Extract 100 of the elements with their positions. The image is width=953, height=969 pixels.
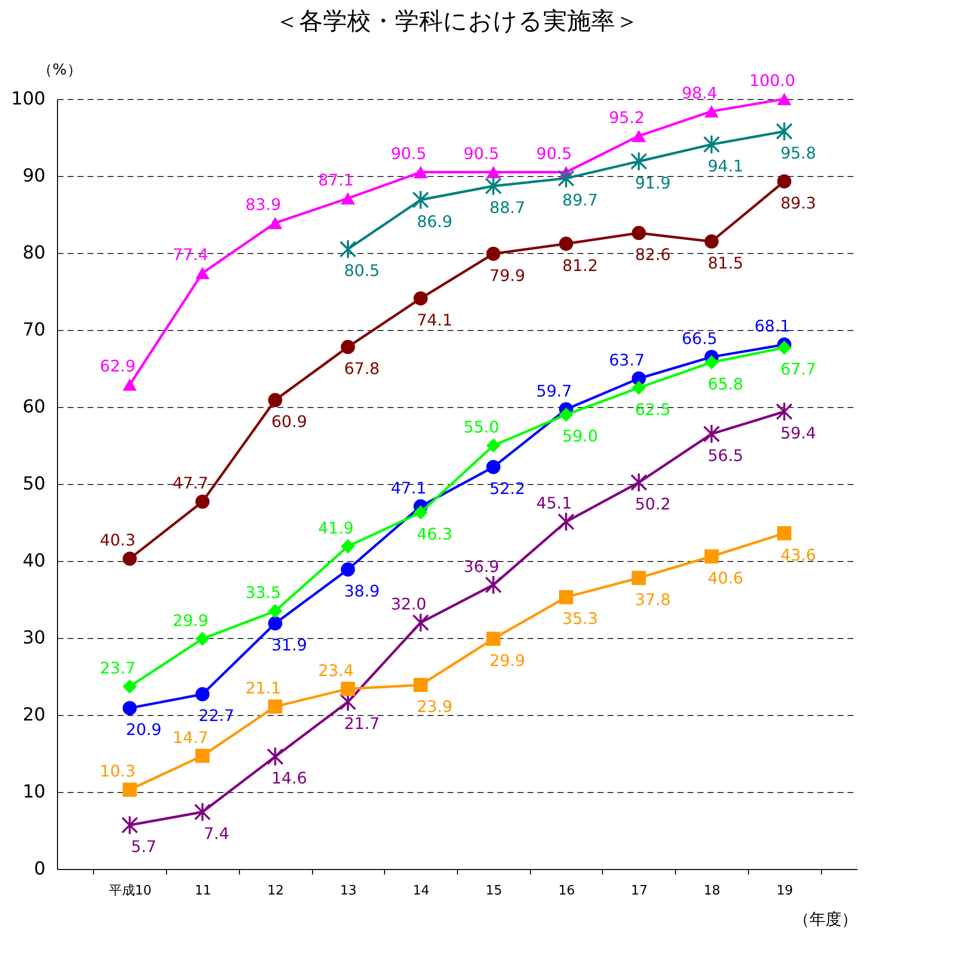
data-label: 5.7 [131, 837, 156, 856]
data-label: 68.1 [754, 316, 790, 336]
point [486, 166, 500, 178]
x-tick-label: 18 [704, 884, 720, 898]
data-label: 79.9 [490, 266, 526, 285]
data-label: 23.7 [100, 658, 136, 678]
data-label: 60.9 [271, 412, 307, 432]
data-label: 10.3 [100, 762, 136, 781]
point [268, 616, 282, 630]
point [414, 505, 428, 520]
data-label: 66.5 [682, 328, 718, 348]
point [195, 266, 210, 280]
point [268, 393, 282, 408]
y-tick-label: 100 [11, 88, 46, 110]
data-label: 88.7 [490, 198, 526, 218]
point [414, 166, 428, 178]
point [776, 402, 793, 422]
point [558, 512, 575, 532]
data-label: 14.7 [172, 728, 208, 747]
point [266, 746, 284, 766]
data-label: 20.9 [126, 720, 162, 740]
point [412, 190, 430, 210]
data-label: 86.9 [416, 212, 452, 231]
point [703, 424, 720, 444]
data-label: 59.4 [780, 424, 816, 443]
data-label: 36.9 [464, 556, 500, 576]
x-tick-label: 11 [194, 884, 212, 898]
data-label: 37.8 [635, 590, 671, 609]
point [412, 612, 430, 632]
x-axis-title: （年度） [794, 910, 858, 928]
point [340, 192, 355, 204]
point [340, 682, 355, 696]
data-label: 90.5 [390, 144, 426, 164]
data-label: 55.0 [464, 418, 500, 436]
data-label: 23.9 [416, 696, 452, 716]
y-tick-label: 0 [34, 858, 46, 880]
point [559, 590, 574, 604]
point [704, 105, 719, 118]
point [195, 494, 210, 509]
data-label: 41.9 [318, 518, 354, 538]
x-tick-label: 14 [412, 884, 430, 898]
y-tick-label: 60 [22, 396, 46, 418]
data-label: 46.3 [416, 524, 452, 544]
data-label: 98.4 [682, 83, 718, 102]
point [704, 549, 719, 564]
x-tick-label: 16 [558, 884, 575, 898]
data-label: 100.0 [749, 71, 796, 90]
data-label: 95.8 [780, 143, 816, 162]
point [339, 692, 356, 712]
x-tick-label: 15 [486, 884, 502, 898]
data-label: 91.9 [635, 173, 671, 192]
point [632, 130, 646, 142]
point [776, 121, 793, 142]
data-label: 23.4 [318, 660, 354, 680]
point [777, 174, 792, 188]
data-label: 67.8 [344, 358, 380, 378]
point [195, 687, 210, 702]
point [630, 151, 648, 172]
data-label: 38.9 [344, 581, 380, 600]
data-label: 89.7 [562, 190, 598, 210]
data-label: 95.2 [609, 108, 645, 127]
data-label: 62.5 [635, 400, 671, 419]
data-label: 81.2 [562, 256, 598, 275]
point [268, 699, 282, 714]
point [777, 340, 792, 355]
y-axis-title: （%） [38, 60, 82, 78]
point [777, 92, 792, 106]
data-label: 74.1 [416, 310, 452, 330]
chart-title: ＜各学校・学科における実施率＞ [275, 7, 639, 35]
point [632, 226, 646, 240]
point [268, 216, 282, 230]
point [484, 574, 502, 595]
data-label: 45.1 [536, 494, 572, 513]
point [194, 802, 211, 822]
data-label: 89.3 [780, 193, 816, 212]
data-label: 14.6 [271, 768, 307, 788]
x-tick-label: 平成10 [108, 884, 152, 898]
data-label: 65.8 [708, 374, 744, 394]
x-tick-label: 13 [340, 884, 357, 898]
data-label: 52.2 [490, 479, 526, 498]
point [340, 562, 355, 577]
data-label: 77.4 [172, 245, 208, 264]
data-label: 67.7 [780, 360, 816, 379]
point [486, 246, 500, 261]
point [632, 380, 646, 395]
data-label: 47.7 [172, 474, 208, 493]
point [486, 460, 500, 474]
data-label: 59.7 [536, 381, 572, 400]
data-label: 83.9 [245, 194, 281, 214]
point [121, 815, 138, 836]
y-tick-label: 90 [22, 166, 46, 186]
point [268, 604, 282, 618]
point [777, 526, 792, 540]
data-label: 56.5 [708, 446, 744, 465]
point [704, 355, 719, 370]
y-tick-label: 40 [22, 550, 46, 572]
point [122, 679, 137, 694]
point [340, 340, 355, 354]
point [703, 134, 720, 154]
data-label: 80.5 [344, 261, 380, 280]
